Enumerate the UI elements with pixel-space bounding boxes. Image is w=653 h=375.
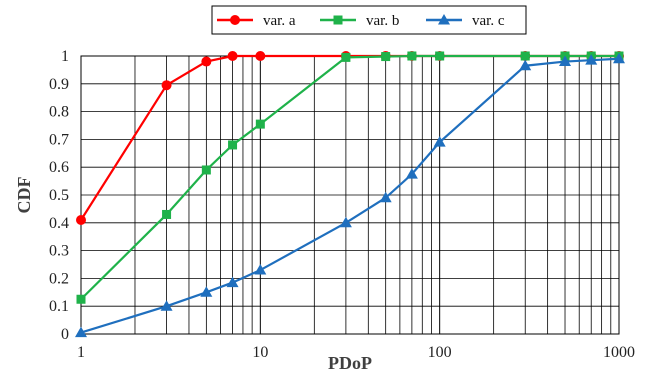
series-line-var-a bbox=[80, 54, 619, 221]
data-point-var-c bbox=[559, 55, 572, 67]
data-point-var-b bbox=[255, 119, 265, 129]
legend-marker-var-a bbox=[230, 15, 240, 25]
data-point-var-a bbox=[227, 51, 238, 61]
data-point-var-c bbox=[75, 326, 87, 338]
y-tick-label: 0 bbox=[61, 326, 69, 343]
series-var-c bbox=[75, 52, 625, 338]
data-point-var-a bbox=[161, 80, 172, 91]
data-point-var-c bbox=[585, 54, 598, 65]
legend-item-var-a: var. a bbox=[217, 13, 296, 29]
data-point-var-c bbox=[379, 191, 392, 203]
data-point-var-c bbox=[160, 300, 173, 311]
x-tick-label: 100 bbox=[428, 344, 452, 361]
series-var-a bbox=[76, 51, 624, 226]
series-var-b bbox=[76, 51, 624, 304]
legend-label-var-b: var. b bbox=[366, 13, 399, 29]
data-point-var-a bbox=[201, 56, 212, 67]
y-tick-label: 0.9 bbox=[49, 76, 69, 93]
data-point-var-b bbox=[341, 52, 351, 62]
y-axis-title: CDF bbox=[14, 177, 34, 214]
series-line-var-c bbox=[80, 57, 620, 334]
data-point-var-c bbox=[254, 264, 267, 275]
x-tick-label: 1 bbox=[77, 344, 85, 361]
data-point-var-a bbox=[255, 51, 266, 61]
data-point-var-b bbox=[381, 52, 391, 62]
data-point-var-c bbox=[339, 216, 352, 228]
x-axis-title: PDoP bbox=[328, 353, 372, 373]
data-point-var-b bbox=[435, 51, 445, 61]
legend-item-var-b: var. b bbox=[320, 13, 399, 29]
tick-labels: 1 10 100 1000 0 0.1 0.2 0.3 0.4 0.5 0.6 0.7 0.8 0.9 1 bbox=[49, 48, 635, 361]
y-tick-label: 0.1 bbox=[49, 298, 69, 315]
data-point-var-a bbox=[76, 215, 86, 226]
gridlines bbox=[80, 55, 619, 335]
legend-label-var-c: var. c bbox=[472, 13, 505, 29]
data-point-var-c bbox=[200, 286, 213, 297]
y-tick-label: 0.4 bbox=[49, 215, 69, 232]
data-point-var-c bbox=[613, 52, 625, 64]
legend-label-var-a: var. a bbox=[263, 13, 296, 29]
data-point-var-b bbox=[76, 294, 86, 304]
y-tick-label: 0.2 bbox=[49, 270, 69, 287]
data-point-var-b bbox=[228, 140, 238, 150]
data-point-var-b bbox=[407, 51, 417, 61]
y-tick-label: 0.6 bbox=[49, 159, 69, 176]
data-point-var-b bbox=[162, 209, 172, 219]
data-point-var-c bbox=[519, 59, 532, 71]
data-point-var-c bbox=[405, 168, 418, 179]
x-tick-label: 1000 bbox=[603, 344, 635, 361]
data-point-var-b bbox=[520, 51, 530, 61]
x-tick-label: 10 bbox=[252, 344, 268, 361]
y-tick-label: 0.7 bbox=[49, 131, 69, 148]
legend-box bbox=[211, 5, 527, 35]
legend-item-var-c: var. c bbox=[426, 13, 505, 29]
data-point-var-c bbox=[226, 276, 239, 288]
data-point-var-c bbox=[433, 136, 446, 147]
series-layer bbox=[75, 51, 625, 338]
legend: var. a var. b var. c bbox=[211, 5, 527, 35]
y-tick-label: 0.8 bbox=[49, 104, 69, 121]
y-tick-label: 0.5 bbox=[49, 187, 69, 204]
legend-marker-var-b bbox=[333, 15, 343, 25]
legend-marker-var-c bbox=[438, 14, 450, 25]
data-point-var-b bbox=[201, 165, 211, 175]
y-tick-label: 1 bbox=[61, 48, 69, 65]
y-tick-label: 0.3 bbox=[49, 243, 69, 260]
